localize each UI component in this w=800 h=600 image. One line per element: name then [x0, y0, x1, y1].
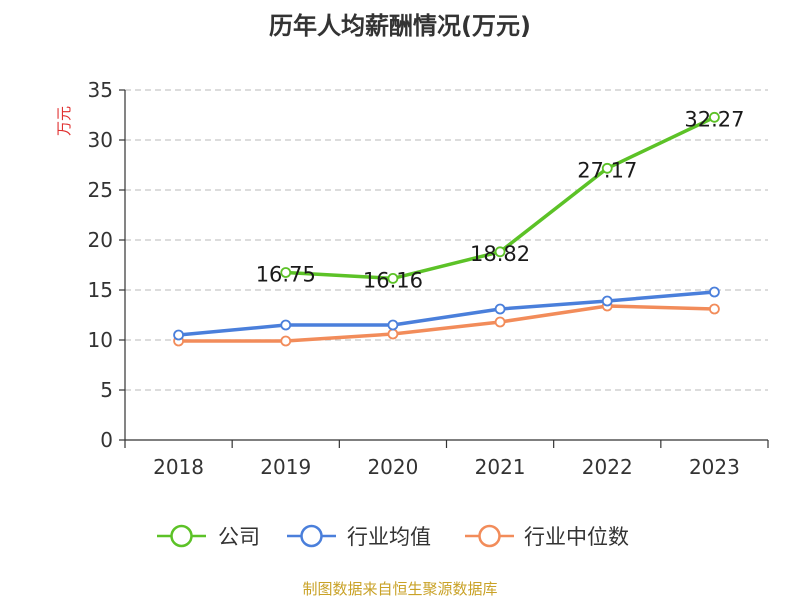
x-tick-label-2023: 2023 — [689, 455, 740, 479]
chart-title: 历年人均薪酬情况(万元) — [269, 12, 531, 40]
point-行业中位数-2019[interactable] — [280, 335, 292, 347]
x-tick-label-2021: 2021 — [475, 455, 526, 479]
source-note: 制图数据来自恒生聚源数据库 — [302, 580, 497, 598]
point-行业均值-2020[interactable] — [387, 319, 399, 331]
y-tick-label-25: 25 — [88, 178, 113, 202]
point-公司-2021[interactable] — [494, 246, 506, 258]
point-公司-2022[interactable] — [601, 162, 613, 174]
point-行业中位数-2020[interactable] — [387, 328, 399, 340]
point-公司-2023[interactable] — [709, 111, 720, 123]
point-行业均值-2021[interactable] — [494, 303, 506, 315]
point-公司-2019[interactable] — [280, 267, 292, 278]
legend[interactable]: 公司 行业均值 行业中位数 — [157, 524, 629, 549]
legend-label: 行业中位数 — [524, 525, 629, 549]
series-line-行业均值 — [178, 290, 715, 337]
y-tick-label-0: 0 — [100, 428, 113, 452]
data-label-公司-2022: 27.17 — [577, 158, 637, 182]
legend-label: 公司 — [218, 525, 260, 549]
data-label-公司-2021: 18.82 — [470, 242, 530, 266]
y-axis-unit-label: 万元 — [55, 106, 73, 136]
point-公司-2020[interactable] — [387, 272, 399, 284]
data-label-公司-2023: 32.27 — [684, 107, 744, 131]
x-tick-label-2018: 2018 — [153, 455, 204, 479]
x-tick-label-2019: 2019 — [260, 455, 311, 479]
y-axis-ticks: 0 5 10 15 20 25 30 35 — [88, 78, 125, 452]
point-行业均值-2022[interactable] — [601, 295, 613, 307]
series-line-行业中位数 — [178, 304, 715, 343]
x-tick-label-2022: 2022 — [582, 455, 633, 479]
point-行业均值-2023[interactable] — [709, 286, 720, 298]
series-layer — [173, 111, 720, 347]
legend-item-行业均值[interactable]: 行业均值 — [287, 524, 431, 549]
legend-label: 行业均值 — [347, 525, 431, 549]
data-label-公司-2020: 16.16 — [363, 268, 423, 292]
legend-swatch-marker — [300, 524, 323, 548]
legend-swatch-marker — [478, 524, 501, 548]
gridlines — [125, 89, 768, 391]
point-行业均值-2019[interactable] — [280, 319, 292, 331]
y-tick-label-20: 20 — [88, 228, 113, 252]
y-tick-label-15: 15 — [88, 278, 113, 302]
legend-item-公司[interactable]: 公司 — [157, 524, 260, 549]
y-tick-label-5: 5 — [100, 378, 113, 402]
x-axis-ticks: 2018 2019 2020 2021 2022 2023 — [124, 440, 769, 479]
y-tick-label-35: 35 — [88, 78, 113, 102]
y-tick-label-10: 10 — [88, 328, 113, 352]
y-tick-label-30: 30 — [88, 128, 113, 152]
legend-swatch-marker — [170, 524, 193, 548]
x-tick-label-2020: 2020 — [367, 455, 418, 479]
data-labels: 16.75 16.16 18.82 27.17 32.27 — [256, 107, 745, 292]
point-行业中位数-2023[interactable] — [709, 303, 720, 315]
legend-item-行业中位数[interactable]: 行业中位数 — [465, 524, 629, 549]
point-行业中位数-2021[interactable] — [494, 316, 506, 328]
point-行业均值-2018[interactable] — [173, 329, 184, 341]
data-label-公司-2019: 16.75 — [256, 263, 316, 287]
